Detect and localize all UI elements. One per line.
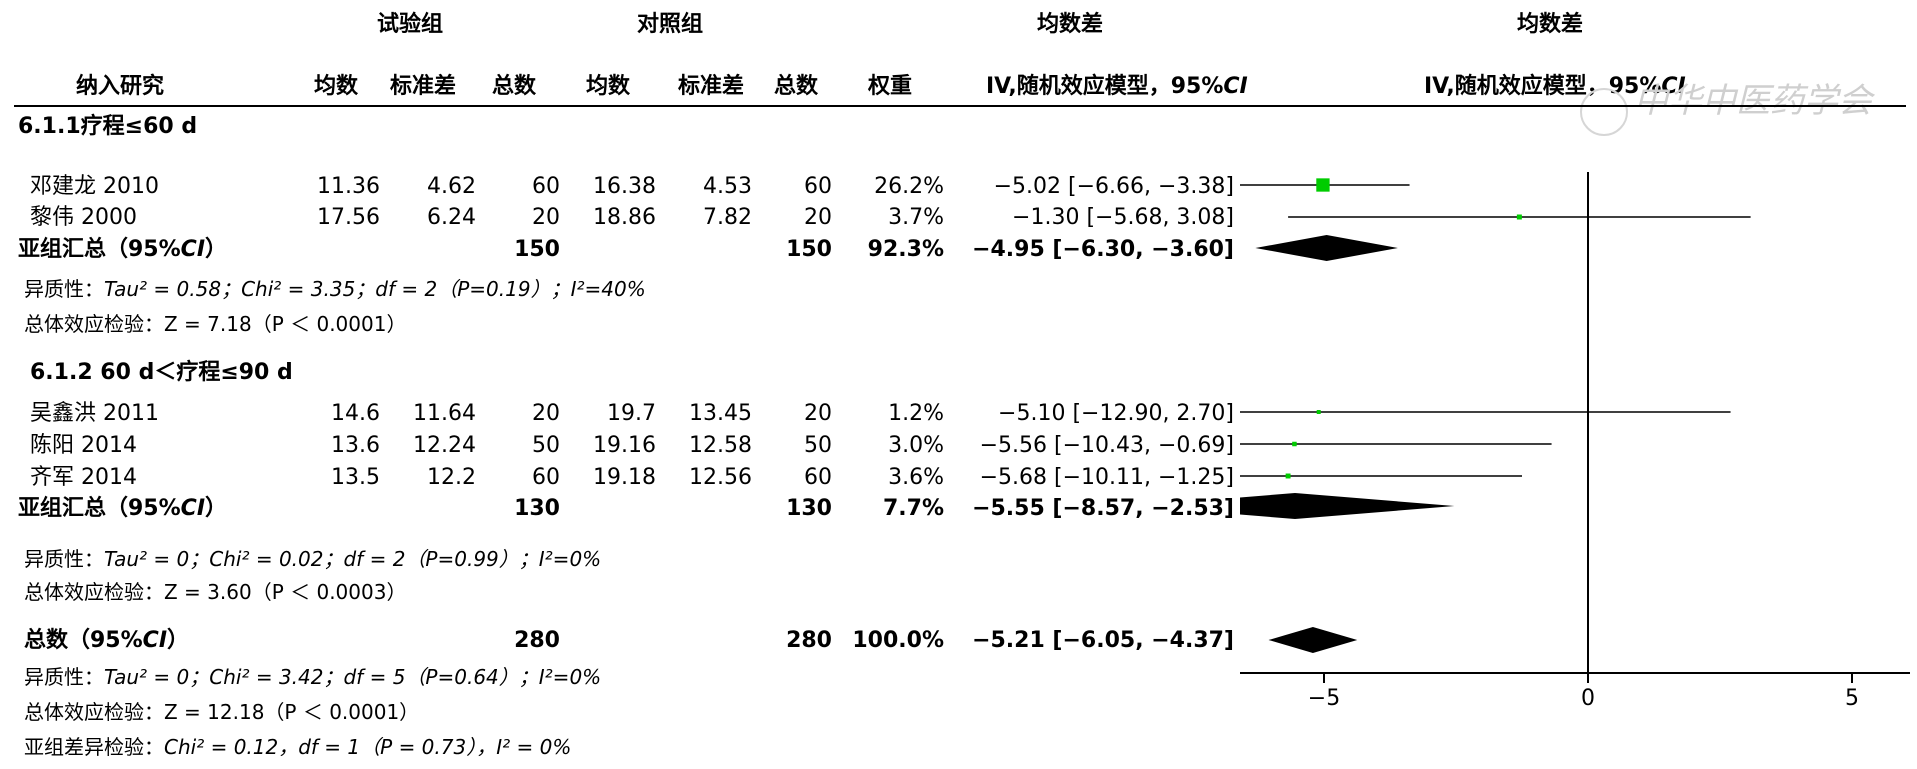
heterogeneity-2: 异质性：Tau² = 0；Chi² = 0.02；df = 2（P=0.99）；… [24, 547, 602, 571]
weight: 92.3% [867, 237, 944, 262]
md-ci: −5.02 [−6.66, −3.38] [993, 174, 1234, 199]
sd-ctrl-header: 标准差 [678, 74, 745, 99]
n-exp: 60 [532, 465, 560, 490]
n-exp: 280 [514, 628, 560, 653]
subtotal-label: 亚组汇总（95%CI） [18, 237, 228, 262]
weight: 3.0% [888, 433, 944, 458]
total-ctrl-header: 总数 [774, 74, 819, 99]
mean-ctrl: 19.7 [607, 401, 656, 426]
watermark-logo [1580, 88, 1628, 136]
md-ci: −4.95 [−6.30, −3.60] [972, 237, 1234, 262]
md-plot-header: 均数差 [1516, 12, 1583, 37]
md-ci: −5.21 [−6.05, −4.37] [972, 628, 1234, 653]
mean-ctrl: 16.38 [593, 174, 656, 199]
mean-ctrl: 19.16 [593, 433, 656, 458]
weight: 26.2% [874, 174, 944, 199]
x-tick-label: −5 [1308, 686, 1340, 711]
weight-header: 权重 [868, 74, 913, 99]
weight: 3.6% [888, 465, 944, 490]
n-ctrl: 50 [804, 433, 832, 458]
mean-ctrl: 19.18 [593, 465, 656, 490]
n-ctrl: 20 [804, 205, 832, 230]
mean-exp: 14.6 [331, 401, 380, 426]
study-name: 齐军 2014 [30, 465, 137, 490]
n-ctrl: 130 [786, 496, 832, 521]
n-ctrl: 280 [786, 628, 832, 653]
n-exp: 20 [532, 401, 560, 426]
sd-exp: 12.2 [427, 465, 476, 490]
sd-exp: 6.24 [427, 205, 476, 230]
sd-ctrl: 12.58 [689, 433, 752, 458]
group-ctrl-header: 对照组 [636, 12, 703, 37]
overall-effect-total: 总体效应检验：Z = 12.18（P ＜ 0.0001） [24, 700, 420, 724]
weight: 100.0% [852, 628, 944, 653]
mean-exp: 17.56 [317, 205, 380, 230]
study-name: 陈阳 2014 [30, 433, 137, 458]
sd-ctrl: 7.82 [703, 205, 752, 230]
subgroup-difference: 亚组差异检验：Chi² = 0.12，df = 1（P = 0.73），I² =… [24, 735, 572, 759]
watermark-text: 中华中医药学会 [1634, 81, 1872, 121]
pooled-diamond [1240, 493, 1455, 519]
n-ctrl: 60 [804, 174, 832, 199]
weight: 3.7% [888, 205, 944, 230]
sd-exp: 4.62 [427, 174, 476, 199]
n-exp: 130 [514, 496, 560, 521]
study-col-header: 纳入研究 [76, 74, 165, 99]
sd-exp-header: 标准差 [390, 74, 457, 99]
sd-exp: 11.64 [413, 401, 476, 426]
sd-ctrl: 13.45 [689, 401, 752, 426]
heterogeneity-total: 异质性：Tau² = 0；Chi² = 3.42；df = 5（P=0.64）；… [24, 665, 602, 689]
n-ctrl: 60 [804, 465, 832, 490]
model-header: IV,随机效应模型，95%CI [986, 74, 1248, 99]
group-exp-header: 试验组 [376, 12, 443, 37]
pooled-diamond [1268, 627, 1358, 653]
header-rule [14, 105, 1906, 107]
n-ctrl: 20 [804, 401, 832, 426]
study-point [1285, 473, 1291, 479]
md-ci: −5.68 [−10.11, −1.25] [979, 465, 1234, 490]
study-name: 吴鑫洪 2011 [30, 401, 159, 426]
n-exp: 20 [532, 205, 560, 230]
study-name: 黎伟 2000 [30, 205, 137, 230]
total-label: 总数（95%CI） [24, 628, 190, 653]
overall-effect-2: 总体效应检验：Z = 3.60（P ＜ 0.0003） [24, 580, 407, 604]
subgroup-2-title: 6.1.2 60 d＜疗程≤90 d [30, 360, 293, 385]
overall-effect-1: 总体效应检验：Z = 7.18（P ＜ 0.0001） [24, 312, 407, 336]
sd-ctrl: 4.53 [703, 174, 752, 199]
mean-ctrl: 18.86 [593, 205, 656, 230]
n-exp: 50 [532, 433, 560, 458]
md-ci: −1.30 [−5.68, 3.08] [1012, 205, 1234, 230]
subgroup-1-title: 6.1.1疗程≤60 d [18, 114, 198, 139]
heterogeneity-1: 异质性：Tau² = 0.58；Chi² = 3.35；df = 2（P=0.1… [24, 277, 646, 301]
mean-exp-header: 均数 [314, 74, 359, 99]
md-header: 均数差 [1036, 12, 1103, 37]
study-point [1316, 178, 1330, 192]
sd-exp: 12.24 [413, 433, 476, 458]
mean-exp: 13.5 [331, 465, 380, 490]
mean-exp: 11.36 [317, 174, 380, 199]
weight: 7.7% [882, 496, 944, 521]
forest-plot: −10−50510试验组对照组 [1240, 172, 1910, 711]
study-point [1316, 410, 1321, 414]
total-exp-header: 总数 [492, 74, 537, 99]
md-ci: −5.10 [−12.90, 2.70] [998, 401, 1234, 426]
study-name: 邓建龙 2010 [30, 174, 159, 199]
n-ctrl: 150 [786, 237, 832, 262]
x-tick-label: 0 [1581, 686, 1595, 711]
study-point [1516, 214, 1522, 220]
sd-ctrl: 12.56 [689, 465, 752, 490]
weight: 1.2% [888, 401, 944, 426]
md-ci: −5.55 [−8.57, −2.53] [972, 496, 1234, 521]
study-point [1292, 441, 1297, 447]
md-ci: −5.56 [−10.43, −0.69] [979, 433, 1234, 458]
model-plot-header: IV,随机效应模型，95%CI [1424, 74, 1686, 99]
n-exp: 60 [532, 174, 560, 199]
n-exp: 150 [514, 237, 560, 262]
pooled-diamond [1255, 235, 1398, 261]
mean-exp: 13.6 [331, 433, 380, 458]
subtotal-label: 亚组汇总（95%CI） [18, 496, 228, 521]
mean-ctrl-header: 均数 [586, 74, 631, 99]
x-tick-label: 5 [1845, 686, 1859, 711]
